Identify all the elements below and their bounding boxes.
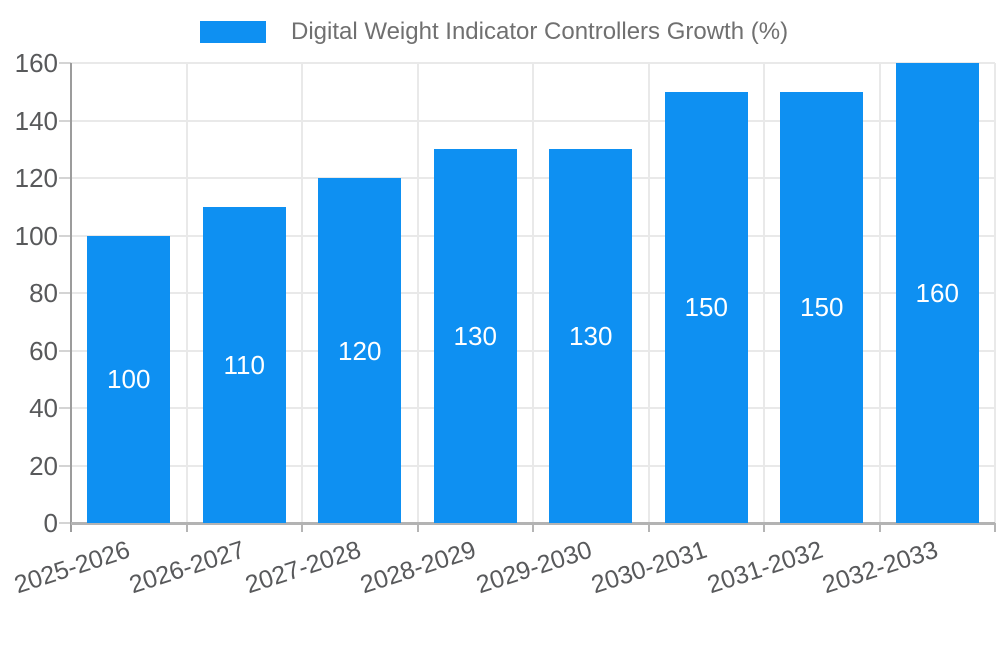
y-axis-tick-label: 80 — [29, 278, 58, 308]
x-tick-mark — [763, 523, 765, 532]
legend-swatch — [200, 21, 266, 43]
y-axis-line — [70, 63, 72, 532]
y-tick-mark — [59, 234, 71, 237]
bar-value-label: 150 — [800, 292, 844, 323]
x-axis-line — [71, 522, 995, 525]
bar-value-label: 130 — [569, 321, 613, 352]
y-tick-mark — [59, 407, 71, 409]
y-tick-mark — [59, 177, 71, 179]
chart-bar[interactable] — [895, 63, 979, 523]
chart-bar[interactable] — [549, 149, 633, 523]
x-tick-mark — [647, 523, 650, 532]
x-tick-mark — [301, 523, 303, 532]
x-gridline — [185, 63, 188, 523]
x-gridline — [532, 63, 534, 523]
y-axis-tick-label: 120 — [14, 163, 58, 193]
bar-value-label: 150 — [684, 292, 728, 323]
y-axis-tick-label: 160 — [14, 48, 58, 78]
bar-value-label: 160 — [915, 278, 959, 308]
bar-value-label: 110 — [223, 349, 265, 380]
x-gridline — [647, 63, 650, 523]
y-tick-mark — [59, 349, 71, 352]
x-tick-mark — [994, 523, 996, 532]
x-tick-mark — [878, 523, 881, 532]
bar-value-label: 120 — [338, 335, 382, 366]
x-gridline — [763, 63, 765, 523]
chart-bar[interactable] — [318, 178, 402, 523]
bar-value-label: 130 — [453, 321, 497, 352]
chart-bar[interactable] — [202, 206, 286, 523]
chart-bar[interactable] — [780, 91, 864, 523]
y-axis-tick-label: 60 — [29, 335, 58, 366]
chart-legend[interactable]: Digital Weight Indicator Controllers Gro… — [200, 18, 788, 46]
y-tick-mark — [59, 292, 71, 294]
x-gridline — [878, 63, 881, 523]
bar-chart: Digital Weight Indicator Controllers Gro… — [10, 18, 996, 600]
legend-label: Digital Weight Indicator Controllers Gro… — [291, 18, 789, 45]
x-tick-mark — [532, 523, 534, 532]
bar-value-label: 100 — [107, 364, 151, 395]
y-axis-tick-label: 40 — [29, 393, 58, 423]
y-tick-mark — [59, 522, 71, 524]
y-tick-mark — [59, 464, 71, 467]
y-axis-tick-label: 100 — [14, 220, 58, 251]
x-gridline — [301, 63, 303, 523]
chart-bar[interactable] — [87, 235, 171, 523]
y-tick-mark — [59, 62, 71, 64]
x-tick-mark — [185, 523, 188, 532]
x-gridline — [416, 63, 419, 523]
chart-bar[interactable] — [433, 149, 517, 523]
y-axis-tick-label: 140 — [14, 105, 58, 136]
chart-bar[interactable] — [664, 91, 748, 523]
x-tick-mark — [416, 523, 419, 532]
y-axis-tick-label: 0 — [43, 508, 58, 538]
y-axis-tick-label: 20 — [29, 450, 58, 481]
y-tick-mark — [59, 119, 71, 122]
x-gridline — [994, 63, 996, 523]
